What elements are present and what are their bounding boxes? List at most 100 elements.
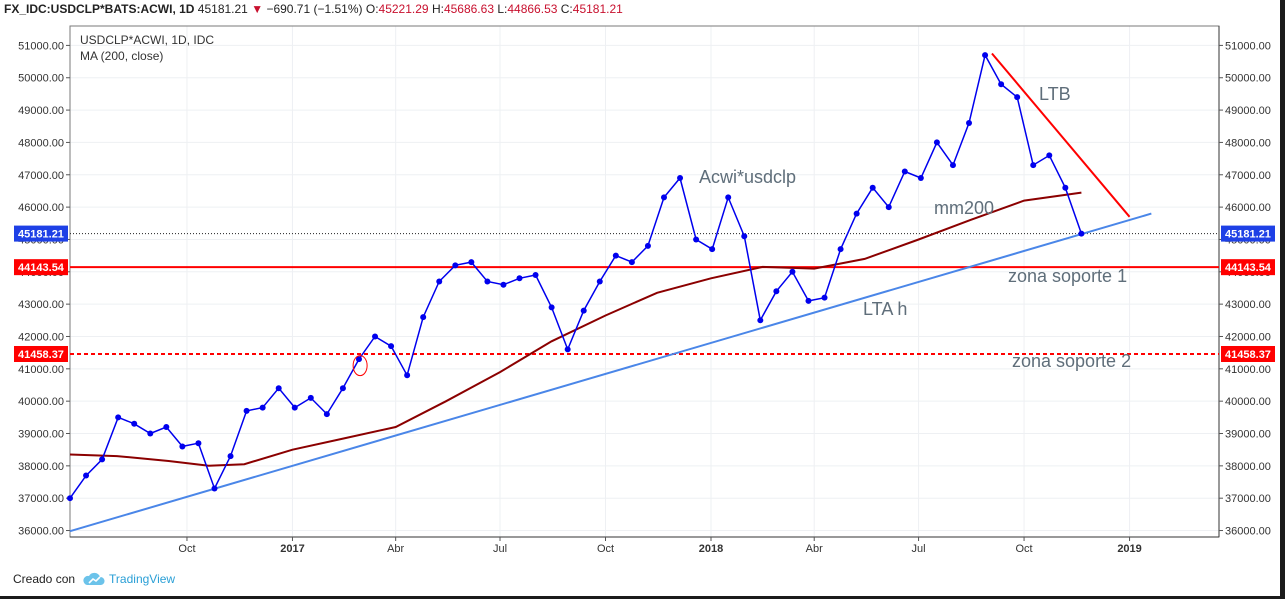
price-point [725, 194, 732, 201]
created-with-label: Creado con [13, 572, 76, 586]
support-levels [70, 233, 1219, 355]
price-point [741, 233, 748, 240]
price-point [115, 414, 122, 421]
window-border-bottom [0, 596, 1285, 599]
y-tick-label-left: 40000.00 [18, 396, 64, 408]
price-tags: 45181.21 45181.21 44143.54 44143.54 41458.37… [14, 225, 1275, 362]
price-point [1062, 184, 1069, 191]
price-tag-label-left: 44143.54 [18, 262, 65, 274]
y-tick-label-right: 50000.00 [1225, 73, 1271, 85]
price-change: −690.71 (−1.51%) [266, 2, 363, 16]
price-point [660, 194, 667, 201]
price-point [998, 81, 1005, 88]
x-tick-label: Oct [597, 543, 614, 555]
price-point [291, 404, 298, 411]
ltb-annotation: LTB [1039, 84, 1071, 104]
price-point [1030, 162, 1037, 169]
price-point [227, 453, 234, 460]
price-point [131, 420, 138, 427]
price-point [853, 210, 860, 217]
open-label: O: [365, 2, 379, 16]
price-point [949, 162, 956, 169]
trend-line [69, 212, 1152, 533]
ma-series [69, 191, 1082, 467]
price-point [805, 297, 812, 304]
mm200-annotation: mm200 [934, 198, 994, 218]
y-tick-label-left: 41000.00 [18, 364, 64, 376]
price-tag-right [1221, 259, 1275, 276]
price-point [1014, 94, 1021, 101]
price-point [339, 385, 346, 392]
price-point [709, 246, 716, 253]
y-tick-label-left: 48000.00 [18, 137, 64, 149]
price-point [644, 242, 651, 249]
price-point [355, 356, 362, 363]
tradingview-cloud-icon [83, 572, 105, 585]
price-point [628, 259, 635, 266]
y-tick-label-left: 42000.00 [18, 331, 64, 343]
price-tag-right [1221, 225, 1275, 242]
down-arrow-icon: ▼ [251, 2, 264, 16]
x-tick-label: Abr [806, 543, 823, 555]
y-tick-label-right: 41000.00 [1225, 364, 1271, 376]
price-point [67, 495, 73, 502]
price-point [773, 288, 780, 295]
price-point [147, 430, 154, 437]
trend-lines [69, 52, 1152, 533]
price-series [67, 52, 1085, 502]
price-point [179, 443, 186, 450]
price-point [163, 424, 170, 431]
x-axis-ticks[interactable]: Oct 2017 Abr Jul Oct 2018 Abr Jul Oct 2019 [178, 537, 1142, 555]
grid [70, 26, 1219, 537]
price-tag-left [14, 259, 68, 276]
legend-title[interactable]: USDCLP*ACWI, 1D, IDC [80, 33, 214, 47]
price-point [436, 278, 443, 285]
y-tick-label-left: 37000.00 [18, 493, 64, 505]
y-tick-label-right: 47000.00 [1225, 170, 1271, 182]
x-tick-label: Abr [387, 543, 404, 555]
x-tick-label: Jul [493, 543, 507, 555]
window-border-right [1280, 0, 1285, 599]
price-tag-left [14, 345, 68, 362]
price-point [966, 120, 973, 127]
close-label: C: [560, 2, 573, 16]
price-point [275, 385, 282, 392]
price-point [195, 440, 202, 447]
low-label: L: [497, 2, 508, 16]
series-annotation: Acwi*usdclp [699, 167, 796, 187]
y-tick-label-right: 37000.00 [1225, 493, 1271, 505]
price-point [388, 343, 395, 350]
y-tick-label-right: 48000.00 [1225, 137, 1271, 149]
y-tick-label-right: 46000.00 [1225, 202, 1271, 214]
y-tick-label-right: 49000.00 [1225, 105, 1271, 117]
x-tick-label: 2018 [699, 543, 723, 555]
open-value: 45221.29 [378, 2, 429, 16]
price-tag-label-left: 41458.37 [18, 349, 64, 361]
legend-indicator[interactable]: MA (200, close) [80, 49, 163, 63]
last-price: 45181.21 [197, 2, 248, 16]
y-tick-label-left: 43000.00 [18, 299, 64, 311]
x-tick-label: Oct [1015, 543, 1032, 555]
symbol-name[interactable]: FX_IDC:USDCLP*BATS:ACWI, 1D [4, 2, 195, 16]
zona-soporte-1-annotation: zona soporte 1 [1008, 266, 1127, 286]
price-point [917, 175, 924, 182]
y-tick-label-right: 51000.00 [1225, 40, 1271, 52]
axes [69, 25, 1220, 538]
price-point [580, 307, 587, 314]
y-tick-label-right: 40000.00 [1225, 396, 1271, 408]
tradingview-link[interactable]: TradingView [109, 572, 176, 586]
price-point [516, 275, 523, 282]
y-tick-label-right: 38000.00 [1225, 461, 1271, 473]
price-tag-label-left: 45181.21 [18, 229, 64, 241]
price-point [677, 175, 684, 182]
lta-annotation: LTA h [863, 299, 907, 319]
price-point [500, 281, 507, 288]
price-point [484, 278, 491, 285]
high-value: 45686.63 [443, 2, 494, 16]
y-tick-label-right: 36000.00 [1225, 526, 1271, 538]
price-point [83, 472, 90, 479]
y-tick-label-left: 46000.00 [18, 202, 64, 214]
y-tick-label-left: 36000.00 [18, 526, 64, 538]
price-point [1078, 230, 1085, 237]
